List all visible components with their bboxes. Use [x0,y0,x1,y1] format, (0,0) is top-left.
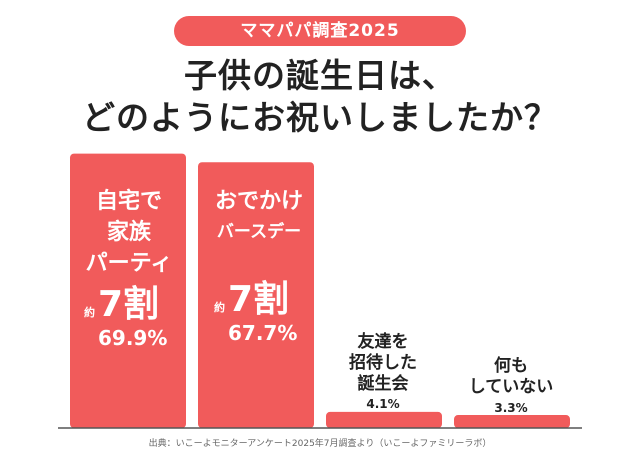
bar-2-ratio: 約 7割 [214,280,316,320]
bar-1-label-line-1: 自宅で [72,186,186,217]
bar-2-percent: 67.7% [228,320,316,346]
bar-2-yaku: 約 [214,299,225,315]
bar-1-label-line-2: 家族 [72,217,186,248]
bar-3-label: 友達を 招待した 誕生会 [326,332,440,395]
bar-1-percent: 69.9% [98,325,186,351]
bar-2-wari: 7割 [228,280,289,320]
bar-1-ratio: 約 7割 [84,285,186,325]
bar-3 [326,412,442,428]
bar-4-label: 何も していない [454,356,568,398]
bar-3-label-line-1: 友達を [326,332,440,353]
bar-1-yaku: 約 [84,304,95,320]
bar-2-text: おでかけ バースデー 約 7割 67.7% [202,186,316,346]
source-note: 出典：いこーよモニターアンケート2025年7月調査より（いこーよファミリーラボ） [0,436,640,449]
bar-3-percent: 4.1% [326,397,440,411]
bar-3-label-line-3: 誕生会 [326,374,440,395]
bar-1-label-line-3: パーティ [72,248,186,279]
bar-2-label-line-1: おでかけ [202,186,316,217]
bar-1-wari: 7割 [98,285,159,325]
bar-3-label-line-2: 招待した [326,353,440,374]
bar-1-text: 自宅で 家族 パーティ 約 7割 69.9% [72,186,186,351]
bar-4-label-line-2: していない [454,377,568,398]
bar-4 [454,415,570,428]
bar-2-label-line-2: バースデー [202,217,316,248]
bar-4-label-line-1: 何も [454,356,568,377]
bar-4-percent: 3.3% [454,401,568,415]
